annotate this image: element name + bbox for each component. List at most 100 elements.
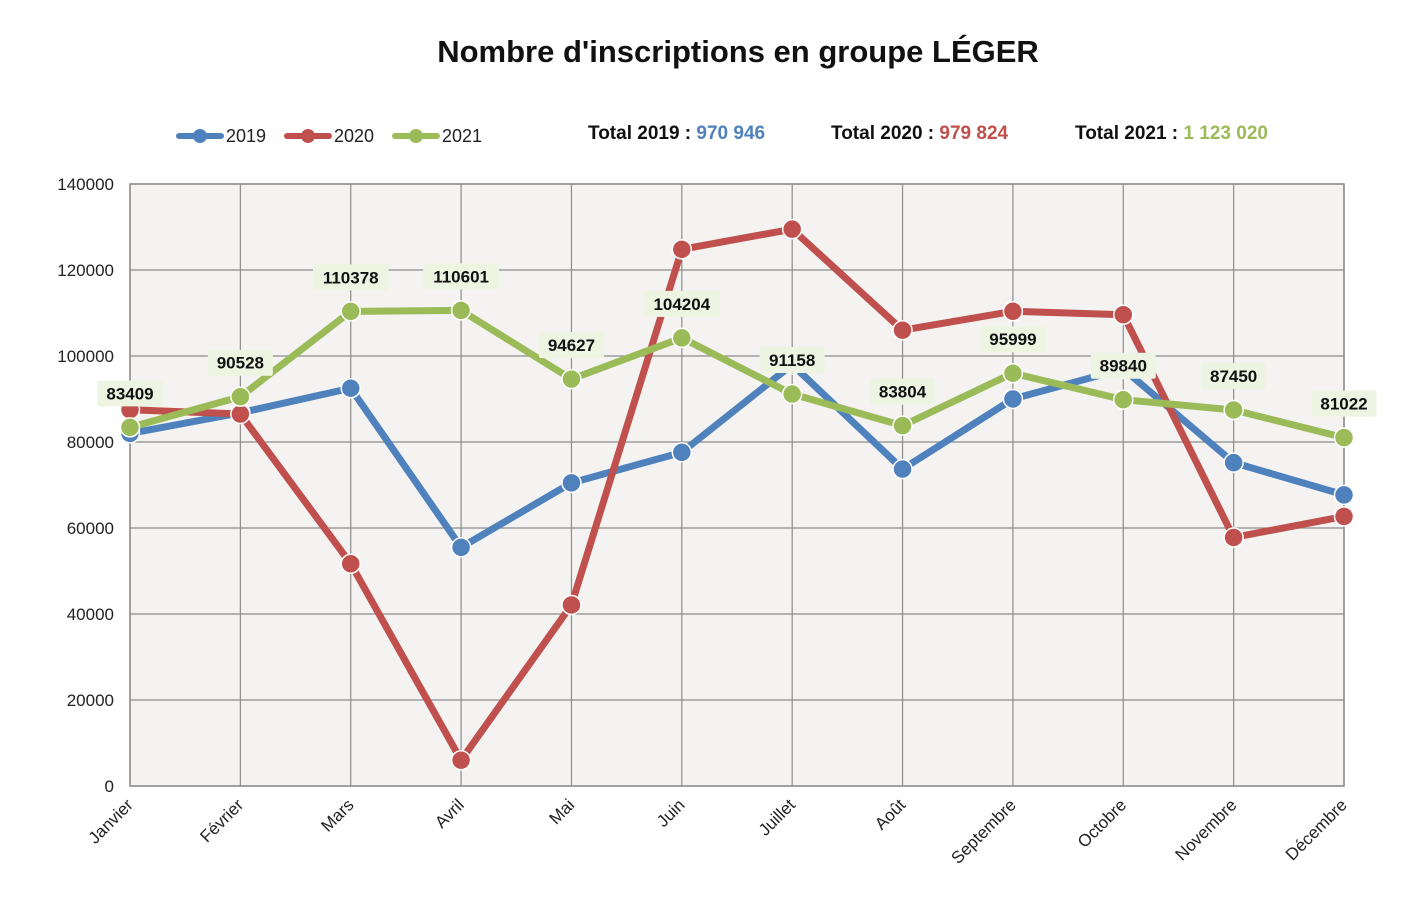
series-line-2021	[126, 306, 1348, 442]
data-label-bg	[870, 378, 936, 405]
data-label: 81022	[1320, 395, 1367, 414]
total-2021-label: Total 2021 :	[1075, 123, 1179, 144]
data-point-2021	[450, 300, 472, 321]
series-line-2020	[126, 225, 1348, 764]
data-label: 110378	[323, 268, 379, 287]
data-point-2021	[340, 301, 361, 322]
data-label-bg	[980, 326, 1046, 353]
data-label-bg	[644, 290, 720, 317]
legend-label-2020: 2020	[334, 125, 375, 146]
data-point-2020	[450, 749, 472, 771]
x-tick-label: Décembre	[1282, 795, 1351, 864]
data-point-2020	[671, 239, 693, 260]
total-2019: Total 2019 : 970 946	[588, 123, 765, 145]
legend-item-2021: 2021	[392, 124, 482, 148]
y-tick-label: 120000	[57, 261, 114, 280]
data-point-2021	[561, 368, 582, 390]
legend-item-2019: 2019	[176, 124, 266, 148]
x-axis-ticks: Janvier Février Mars Avril Mai Juin Juillet Aoû…	[85, 795, 1351, 867]
total-2019-value: 970 946	[696, 123, 766, 144]
data-label-bg	[423, 263, 499, 290]
legend-swatch-2020	[284, 124, 332, 148]
total-2020: Total 2020 : 979 824	[831, 123, 1008, 145]
x-tick-label: Mai	[545, 795, 578, 828]
x-tick-label: Novembre	[1172, 795, 1241, 864]
data-point-2020	[1333, 506, 1355, 527]
data-label: 95999	[989, 330, 1036, 349]
data-label: 87450	[1210, 367, 1257, 386]
series-2021	[119, 300, 1355, 448]
data-point-2021	[671, 327, 693, 349]
data-point-2019	[892, 458, 913, 480]
x-tick-label: Avril	[431, 795, 468, 832]
data-point-2019	[1002, 388, 1024, 410]
data-point-2021	[230, 386, 251, 407]
data-label-bg	[312, 264, 389, 291]
data-labels: 83409 90528 110378 110601 94627 104204 91158 83…	[97, 263, 1377, 417]
data-label: 94627	[548, 336, 595, 355]
y-tick-label: 60000	[67, 519, 114, 538]
y-tick-label: 80000	[67, 433, 114, 452]
total-2020-label: Total 2020 :	[831, 123, 935, 144]
data-label-bg	[1311, 390, 1377, 417]
x-tick-label: Septembre	[947, 795, 1019, 867]
data-label-bg	[759, 347, 825, 374]
data-label-bg	[207, 349, 273, 376]
x-tick-label: Février	[196, 795, 247, 846]
data-label-bg	[538, 332, 604, 359]
data-point-2021	[892, 415, 913, 436]
data-point-2019	[450, 537, 472, 558]
data-point-2020	[1002, 301, 1024, 322]
data-point-2020	[230, 403, 251, 425]
legend-swatch-2021	[392, 124, 440, 148]
total-2020-value: 979 824	[939, 123, 1009, 144]
data-label: 90528	[217, 354, 264, 373]
data-label: 83804	[879, 383, 927, 402]
data-label: 89840	[1100, 357, 1147, 376]
data-point-2020	[1223, 527, 1244, 548]
total-2019-label: Total 2019 :	[588, 123, 692, 144]
series-lines	[119, 218, 1355, 771]
data-label: 110601	[433, 267, 489, 286]
series-2020	[119, 218, 1355, 771]
data-label: 91158	[769, 351, 815, 370]
data-point-2020	[781, 218, 803, 240]
data-label-bg	[97, 380, 163, 407]
x-tick-label: Juillet	[755, 795, 799, 839]
data-label-bg	[1201, 362, 1267, 389]
total-2021: Total 2021 : 1 123 020	[1075, 123, 1268, 145]
y-tick-label: 40000	[67, 605, 114, 624]
x-tick-label: Mars	[317, 795, 357, 835]
legend-swatch-2019	[176, 124, 224, 148]
legend-label-2021: 2021	[442, 125, 483, 146]
x-tick-label: Juin	[653, 795, 688, 830]
x-tick-label: Octobre	[1074, 795, 1130, 851]
legend-item-2020: 2020	[284, 124, 374, 148]
data-point-2021	[1223, 399, 1244, 421]
chart-title: Nombre d'inscriptions en groupe LÉGER	[437, 34, 1039, 69]
y-tick-label: 140000	[57, 175, 114, 194]
data-point-2020	[892, 319, 913, 341]
y-tick-label: 20000	[67, 691, 114, 710]
data-point-2021	[1113, 389, 1134, 410]
series-line-2019	[126, 361, 1348, 551]
data-point-2019	[1223, 452, 1244, 473]
y-tick-label: 100000	[57, 347, 114, 366]
total-2021-value: 1 123 020	[1183, 123, 1268, 144]
y-tick-label: 0	[105, 777, 114, 796]
data-point-2019	[561, 472, 582, 494]
y-axis-ticks: 0 20000 40000 60000 80000 100000 120000 140000	[57, 175, 114, 796]
data-point-2019	[671, 442, 693, 463]
data-point-2021	[119, 417, 141, 438]
data-label-bg	[1090, 352, 1156, 379]
data-point-2019	[340, 378, 361, 399]
data-point-2021	[1333, 427, 1355, 448]
data-point-2021	[781, 383, 803, 405]
data-point-2021	[1002, 362, 1024, 384]
data-point-2020	[1113, 304, 1134, 325]
x-tick-label: Août	[871, 795, 909, 833]
data-point-2020	[561, 594, 582, 616]
legend-label-2019: 2019	[226, 125, 267, 146]
data-label: 104204	[653, 295, 710, 314]
